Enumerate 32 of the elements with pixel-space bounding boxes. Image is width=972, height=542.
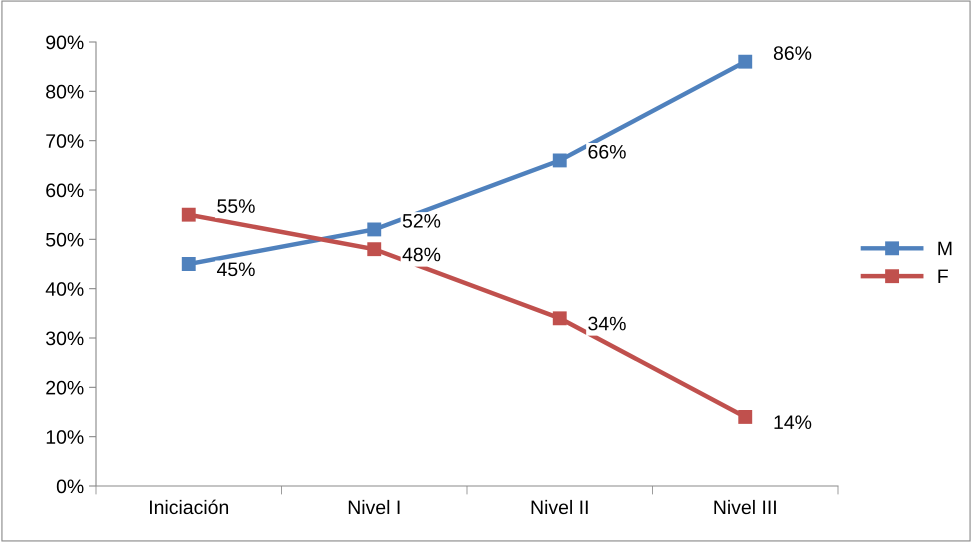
point — [738, 410, 752, 424]
data-label: 55% — [217, 199, 255, 213]
data-label: 86% — [774, 46, 812, 60]
point — [552, 311, 567, 326]
data-label: 66% — [588, 144, 626, 159]
x-tick-label: Iniciación — [150, 500, 228, 514]
point — [552, 153, 567, 168]
y-tick-label: 30% — [46, 331, 84, 346]
y-tick-label: 60% — [46, 183, 84, 198]
point — [367, 222, 382, 236]
x-tick-label: Nivel I — [348, 500, 400, 514]
legend-label: F — [938, 270, 948, 283]
y-tick-label: 90% — [46, 35, 84, 50]
y-tick-label: 40% — [46, 282, 84, 296]
y-tick-label: 20% — [46, 380, 84, 395]
data-label: 34% — [588, 316, 626, 330]
y-tick-label: 80% — [46, 84, 84, 99]
x-tick-label: Nivel II — [532, 500, 588, 514]
data-label: 45% — [216, 262, 255, 276]
y-tick-label: 50% — [46, 232, 84, 247]
point — [182, 208, 196, 222]
y-tick-label: 70% — [46, 134, 84, 148]
point — [367, 242, 382, 256]
legend-label: M — [938, 242, 952, 256]
data-label: 52% — [402, 214, 440, 228]
y-tick-label: 10% — [46, 430, 84, 444]
data-label: 48% — [402, 248, 440, 262]
y-tick-label: 0% — [56, 479, 84, 494]
point — [182, 257, 196, 271]
point — [738, 54, 752, 69]
x-tick-label: Nivel III — [714, 500, 776, 514]
data-label: 14% — [774, 415, 812, 430]
